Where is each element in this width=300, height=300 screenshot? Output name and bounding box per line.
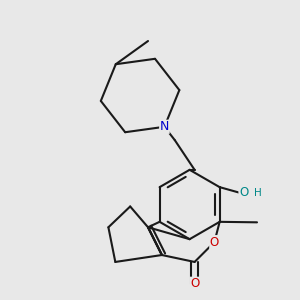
Text: N: N xyxy=(160,120,169,133)
Text: O: O xyxy=(239,186,248,199)
Text: H: H xyxy=(254,188,262,198)
Text: O: O xyxy=(190,277,199,290)
Text: O: O xyxy=(210,236,219,249)
